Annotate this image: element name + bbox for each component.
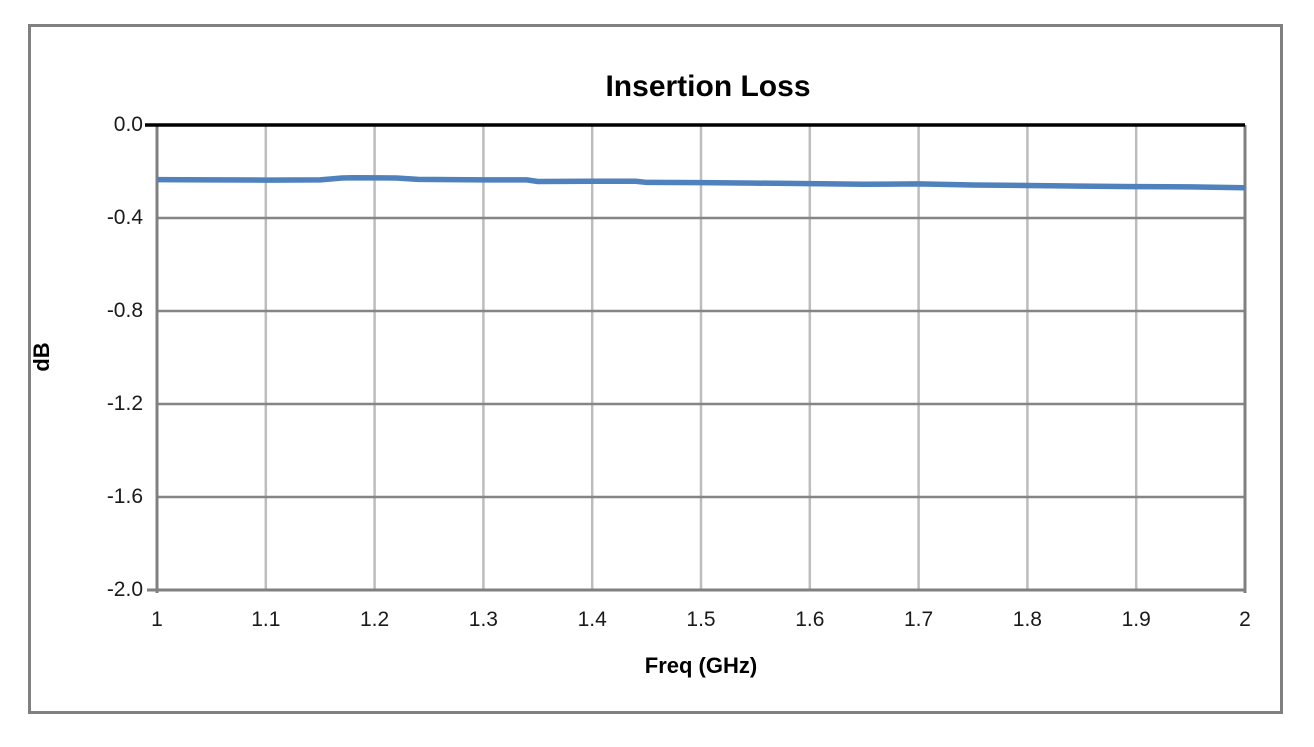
x-tick-label: 1.7 (903, 608, 934, 631)
x-tick-label: 1.3 (468, 608, 498, 631)
y-axis-title: dB (29, 342, 54, 372)
y-tick-label: -1.6 (106, 485, 143, 508)
y-tick-label: -1.2 (106, 392, 143, 415)
x-axis-title: Freq (GHz) (644, 653, 758, 678)
x-tick-label: 1.5 (686, 608, 716, 631)
series-line (156, 175, 1246, 191)
y-tick-label: -2.0 (106, 578, 143, 601)
chart-title: Insertion Loss (605, 70, 811, 103)
x-tick-label: 1.6 (795, 608, 825, 631)
y-tick-label: -0.4 (106, 206, 143, 229)
chart-outer-border (28, 24, 1283, 714)
x-tick-label: 1.4 (577, 608, 607, 631)
x-tick-label: 1.8 (1012, 608, 1042, 631)
x-tick-label: 1.2 (359, 608, 390, 631)
x-tick-label: 1.9 (1121, 608, 1151, 631)
x-tick-label: 1.1 (251, 608, 281, 631)
y-tick-label: 0.0 (113, 113, 143, 136)
x-tick-label: 1 (151, 608, 163, 631)
x-tick-label: 2 (1239, 608, 1251, 631)
y-tick-label: -0.8 (106, 299, 143, 322)
